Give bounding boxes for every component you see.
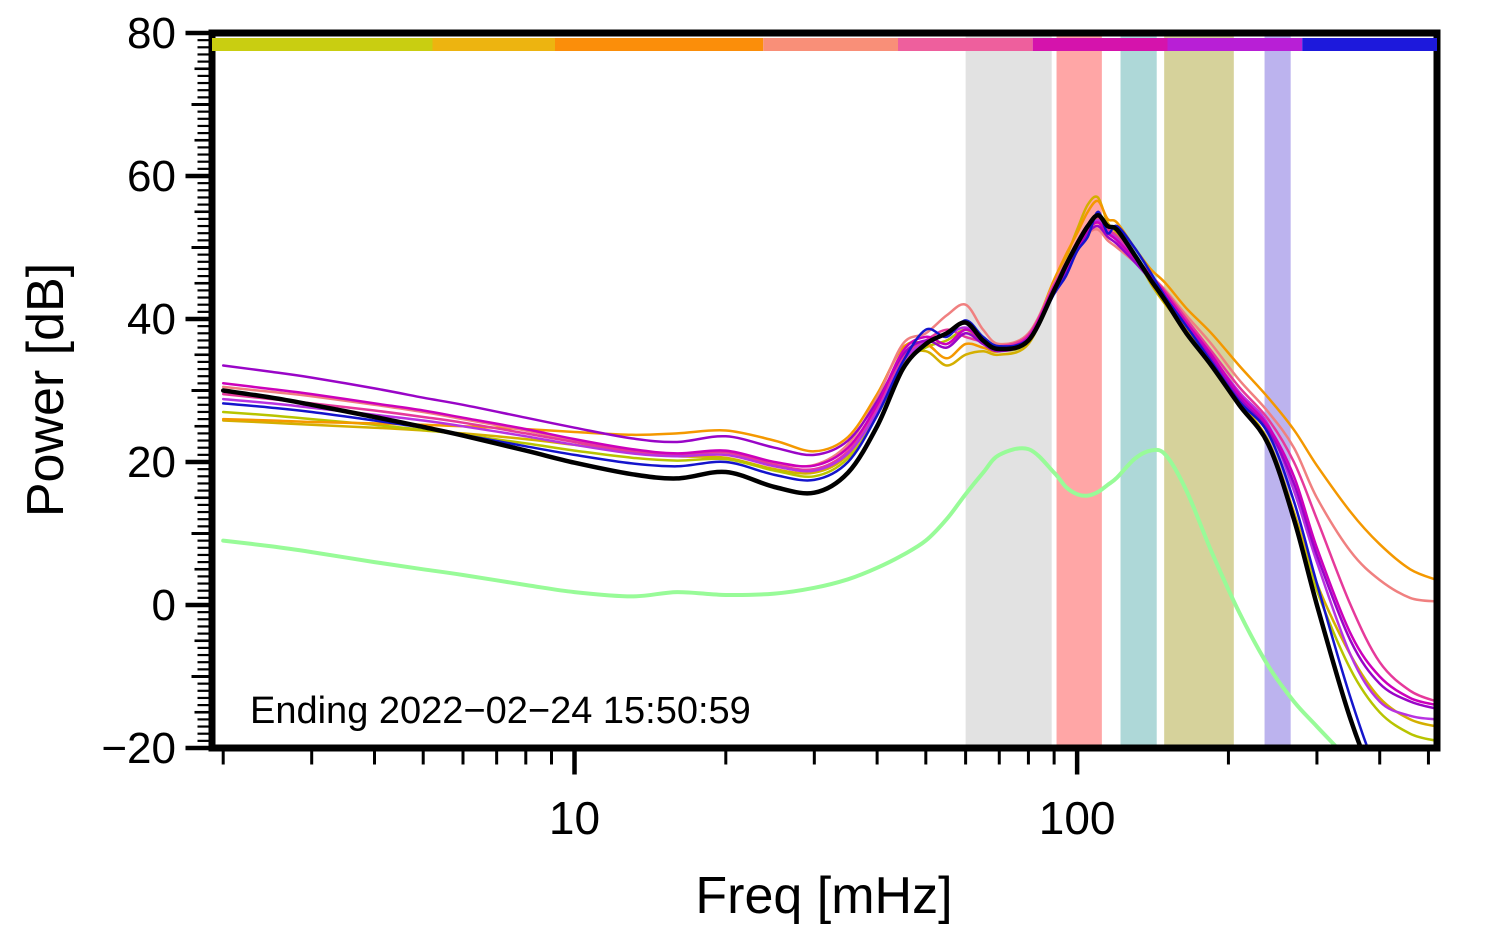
- x-axis-ticks: [221, 751, 1430, 775]
- band-gray: [965, 33, 1052, 748]
- y-tick-label: 0: [152, 581, 176, 630]
- colorbar-segment-6: [1167, 38, 1303, 51]
- colorbar-segment-7: [1302, 38, 1437, 51]
- y-tick-label: 60: [127, 152, 176, 201]
- spectra-series: [220, 195, 1437, 748]
- colorbar-segment-3: [763, 38, 898, 51]
- x-tick-labels: 10 100: [549, 792, 1116, 844]
- colorbar-segment-1: [432, 38, 555, 51]
- colorbar-segment-0: [212, 38, 433, 51]
- x-axis-title: Freq [mHz]: [695, 867, 953, 925]
- y-axis-ticks: [185, 30, 209, 751]
- series-black-mean: [220, 213, 1364, 748]
- time-colorbar: [212, 38, 1437, 51]
- annotation-ending-time: Ending 2022−02−24 15:50:59: [250, 690, 751, 732]
- y-tick-labels: −20 0 20 40 60 80: [101, 9, 176, 773]
- y-tick-label: 40: [127, 295, 176, 344]
- band-teal: [1120, 33, 1157, 748]
- x-tick-label: 100: [1039, 792, 1116, 844]
- series-deep-pink: [221, 216, 1437, 703]
- frequency-bands: [965, 33, 1291, 748]
- y-tick-label: 80: [127, 9, 176, 58]
- x-tick-label: 10: [549, 792, 600, 844]
- y-tick-label: 20: [127, 438, 176, 487]
- y-tick-label: −20: [101, 724, 176, 773]
- y-axis-title: Power [dB]: [17, 262, 75, 518]
- colorbar-segment-4: [898, 38, 1033, 51]
- series-pale-green: [221, 446, 1341, 748]
- band-red: [1056, 33, 1102, 748]
- plot-frame: [208, 29, 1441, 752]
- band-purple: [1264, 33, 1291, 748]
- band-olive: [1164, 33, 1234, 748]
- colorbar-segment-2: [555, 38, 764, 51]
- colorbar-segment-5: [1032, 38, 1168, 51]
